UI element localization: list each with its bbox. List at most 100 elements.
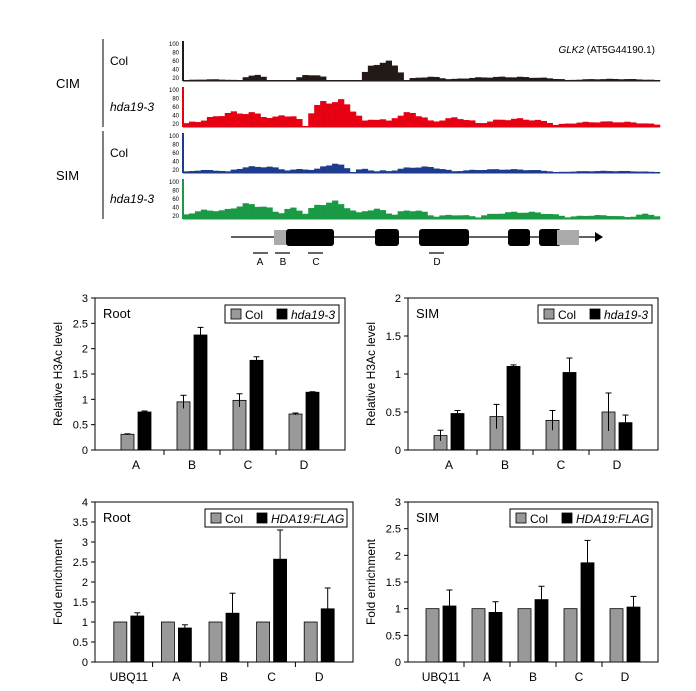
track-bin (481, 77, 488, 81)
chart3-legend-box (204, 508, 348, 528)
track-bin (433, 76, 440, 81)
track-bin (266, 207, 273, 219)
chart3-xtick-label: UBQ11 (110, 670, 149, 684)
chart3-ytick-label: 0.5 (73, 637, 88, 649)
chart1-ytick-label: 0.5 (73, 420, 88, 432)
track-bin (218, 79, 226, 81)
track-bin (654, 216, 661, 219)
chart3-ylabel: Fold enrichment (51, 538, 65, 625)
track-bin (469, 216, 476, 219)
track-bin (212, 79, 220, 81)
track-bin (403, 210, 410, 219)
track-bin (516, 118, 524, 127)
track-bin (260, 76, 267, 81)
track-bin (296, 210, 303, 219)
chart1-bar-hda19-3 (305, 391, 320, 451)
chart3-ytick-label: 2.5 (73, 557, 88, 569)
track-bin (481, 215, 488, 219)
track-bin (278, 115, 285, 127)
chart2-legend-label-col: Col (558, 308, 576, 322)
track-bin (403, 112, 410, 127)
track-bin (379, 170, 387, 173)
track-bin (493, 119, 500, 127)
track-bin (487, 77, 494, 81)
track-bin (284, 116, 291, 127)
track-bin (242, 77, 249, 81)
track-bin (630, 216, 637, 219)
gene-exon-1 (286, 229, 334, 246)
track-bin (343, 104, 351, 127)
chart4-panel-title: SIM (416, 510, 439, 525)
track-bin (183, 171, 190, 173)
chart2-ytick-label: 0.5 (386, 407, 401, 419)
track-bin (236, 168, 243, 173)
track-bin (200, 209, 208, 219)
track-bin (564, 171, 571, 173)
track-bin (427, 120, 434, 127)
track-bin (403, 167, 410, 173)
track-group-label-cim: CIM (56, 76, 80, 91)
track-bin (427, 215, 434, 219)
gene-exon-2 (375, 229, 399, 246)
track-bin (606, 78, 613, 81)
track-bin (427, 76, 434, 81)
track-tick-label: 100 (169, 134, 180, 140)
track-bin (487, 213, 494, 219)
chart3-ytick-label: 4 (82, 497, 88, 509)
chart3-legend-label-col: Col (225, 512, 243, 526)
gene-exon-4 (508, 229, 530, 246)
chart3-bar-col (303, 621, 318, 663)
track-bin (224, 171, 231, 173)
track-bin (457, 119, 464, 127)
chart2-ytick-label: 1.5 (386, 331, 401, 343)
chart3-ytick-label: 1 (82, 617, 88, 629)
track-bin (445, 79, 452, 81)
track-bin (391, 65, 398, 81)
track-bin (648, 214, 655, 219)
track-bin (564, 79, 571, 81)
track-tick-label: 40 (172, 160, 179, 166)
track-bin (194, 211, 202, 219)
track-bin (624, 170, 631, 173)
track-bin (254, 74, 261, 81)
gene-direction-arrow (595, 232, 603, 242)
chart1-ytick-label: 1 (82, 394, 88, 406)
chart2-bar-hda19-3 (506, 365, 521, 451)
chart4-xtick-label: UBQ11 (422, 670, 461, 684)
track-bin (355, 169, 363, 173)
track-bin (582, 79, 589, 81)
track-bin (499, 76, 506, 81)
track-bin (570, 123, 577, 127)
track-bin (367, 119, 375, 127)
chart1-xtick-label: C (244, 458, 253, 472)
track-bin (296, 168, 303, 173)
track-bin (636, 214, 643, 219)
track-bin (499, 169, 506, 173)
chart4-bar-col (609, 608, 624, 663)
track-bin (218, 210, 226, 219)
track-bin (385, 120, 392, 127)
chart3-ytick-label: 3 (82, 537, 88, 549)
track-bin (266, 118, 273, 127)
track-bin (540, 213, 548, 219)
track-row-label: Col (110, 146, 128, 160)
track-bin (379, 119, 387, 127)
track-bin (552, 214, 559, 219)
track-bin (397, 72, 404, 81)
track-bin (427, 166, 434, 173)
track-bin (409, 78, 416, 81)
track-bin (332, 200, 339, 219)
chart1-ytick-label: 3 (82, 293, 88, 305)
track-bin (326, 202, 333, 219)
track-bin (642, 123, 649, 127)
chart1-xtick-label: B (188, 458, 196, 472)
track-bin (433, 216, 440, 219)
track-bin (493, 76, 500, 81)
track-bin (552, 78, 559, 81)
track-bin (606, 121, 613, 127)
track-bin (618, 216, 625, 219)
chart4-legend-label-mut: HDA19:FLAG (576, 512, 649, 526)
track-bin (499, 213, 506, 219)
track-bin (248, 204, 255, 219)
track-bin (540, 120, 548, 127)
